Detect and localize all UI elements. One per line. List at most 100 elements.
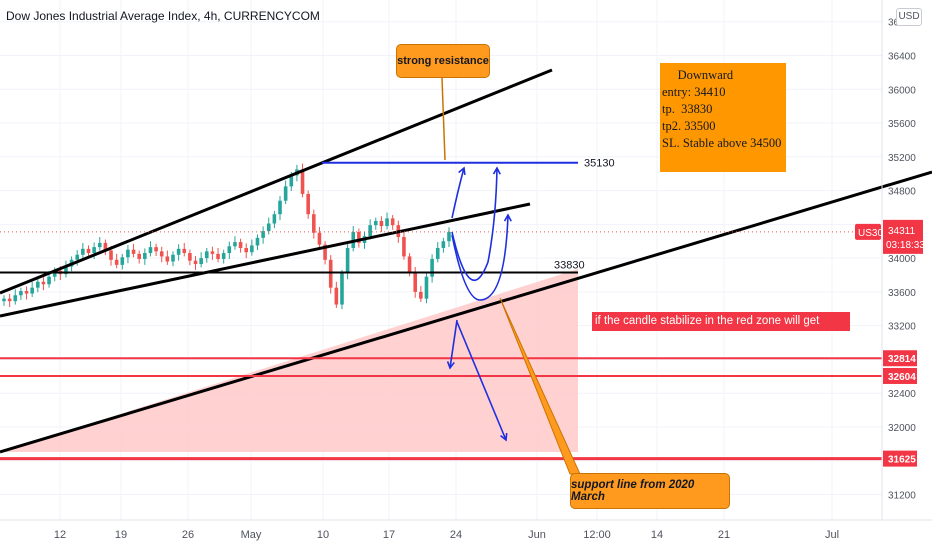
candle-body xyxy=(306,193,310,215)
candle-body xyxy=(272,214,277,224)
currency-badge[interactable]: USD xyxy=(896,8,922,26)
candle-body xyxy=(340,273,344,305)
trade-note-line: SL. Stable above 34500 xyxy=(662,136,782,150)
price-tick-label: 32000 xyxy=(888,423,916,434)
candle-body xyxy=(289,175,294,187)
candle-body xyxy=(154,247,158,252)
candle-body xyxy=(19,291,23,296)
candle-body xyxy=(2,298,6,302)
candle-body xyxy=(64,266,68,275)
level-tag-bg xyxy=(883,350,917,367)
candle-body xyxy=(233,242,237,247)
time-tick-label: 24 xyxy=(450,529,462,541)
support-callout[interactable]: support line from 2020 March xyxy=(570,473,730,509)
candle-body xyxy=(75,254,80,260)
arrow-head xyxy=(458,166,466,176)
price-tick-label: 33600 xyxy=(888,288,916,299)
candle-body xyxy=(137,253,141,259)
candle-body xyxy=(199,258,203,265)
candle-body xyxy=(109,250,113,260)
candle-body xyxy=(221,253,226,259)
candle-body xyxy=(244,247,249,253)
candle-body xyxy=(238,242,243,248)
candle-body xyxy=(357,231,361,243)
level-tag-label: 31625 xyxy=(888,455,916,466)
up-arrow-3 xyxy=(451,214,509,301)
candle-body xyxy=(379,220,384,227)
candle-body xyxy=(435,247,440,259)
up-arrow-1 xyxy=(451,167,465,219)
trendlines xyxy=(0,68,932,454)
candle-body xyxy=(323,244,327,260)
candle-body xyxy=(182,248,187,254)
candle-body xyxy=(47,276,51,285)
time-axis: 12 19 26 May 10 17 24 Jun 12:00 14 21 Jul xyxy=(0,519,932,541)
candle-body xyxy=(328,259,333,288)
trade-note-line: tp2. 33500 xyxy=(662,119,716,133)
candle-body xyxy=(103,242,108,251)
candle-body xyxy=(441,241,446,248)
trade-note-line: Downward xyxy=(662,68,734,82)
trade-plan-note[interactable]: Downward entry: 34410 tp. 33830 tp2. 335… xyxy=(660,63,786,172)
candle-body xyxy=(278,200,282,215)
price-tick-label: 33200 xyxy=(888,322,916,333)
candle-body xyxy=(424,276,429,299)
candle-body xyxy=(7,298,12,302)
candle-body xyxy=(165,256,170,262)
level-tag-bg xyxy=(883,367,917,384)
level-tag-label: 32604 xyxy=(888,372,916,383)
candle-body xyxy=(430,258,434,277)
symbol-tag-bg xyxy=(855,223,881,240)
candle-body xyxy=(193,260,198,265)
time-tick-label: May xyxy=(241,529,262,541)
time-tick-label: 17 xyxy=(383,529,395,541)
candle-body xyxy=(283,186,288,201)
price-tick-label: 32400 xyxy=(888,389,916,400)
resistance-callout[interactable]: strong resistance xyxy=(396,44,490,78)
time-tick-label: 26 xyxy=(182,529,194,541)
candle-body xyxy=(216,253,220,259)
time-tick-label: 14 xyxy=(651,529,663,541)
candle-body xyxy=(407,256,412,272)
upper-channel-line xyxy=(0,68,553,295)
up-arrow-2 xyxy=(451,167,498,282)
candle-body xyxy=(210,251,215,254)
candle-body xyxy=(120,257,125,265)
candle-body xyxy=(81,248,85,255)
red-zone-note[interactable]: if the candle stabilize in the red zone … xyxy=(592,312,850,346)
price-tick-label: 36000 xyxy=(888,85,916,96)
horizontal-levels: 35130 33830 xyxy=(0,158,882,461)
down-arrow-2 xyxy=(456,321,507,441)
candle-body xyxy=(171,254,175,262)
candle-body xyxy=(317,232,322,245)
level-tag-bg xyxy=(883,450,917,467)
chart-title: Dow Jones Industrial Average Index, 4h, … xyxy=(6,9,320,23)
candle-body xyxy=(159,251,164,257)
candle-body xyxy=(373,220,378,226)
candle-body xyxy=(131,249,136,254)
candle-body xyxy=(114,259,119,265)
candle-body xyxy=(148,247,153,254)
projection-arrows xyxy=(441,77,581,475)
candle-body xyxy=(24,291,29,294)
trade-note-line: tp. 33830 xyxy=(662,102,713,116)
candle-body xyxy=(334,287,339,305)
candle-body xyxy=(413,271,418,292)
time-tick-label: 12 xyxy=(54,529,66,541)
candle-body xyxy=(266,223,271,232)
candle-body xyxy=(345,247,350,274)
candle-body xyxy=(261,231,265,238)
candle-body xyxy=(143,253,147,259)
middle-trendline xyxy=(0,202,531,318)
candle-body xyxy=(419,291,423,299)
candle-body xyxy=(402,237,406,257)
candle-body xyxy=(86,248,91,254)
candle-body xyxy=(176,248,181,255)
price-tick-label: 31200 xyxy=(888,491,916,502)
candle-body xyxy=(97,242,102,248)
candle-body xyxy=(385,218,389,227)
support-trendline xyxy=(0,170,932,454)
candle-body xyxy=(255,237,260,246)
